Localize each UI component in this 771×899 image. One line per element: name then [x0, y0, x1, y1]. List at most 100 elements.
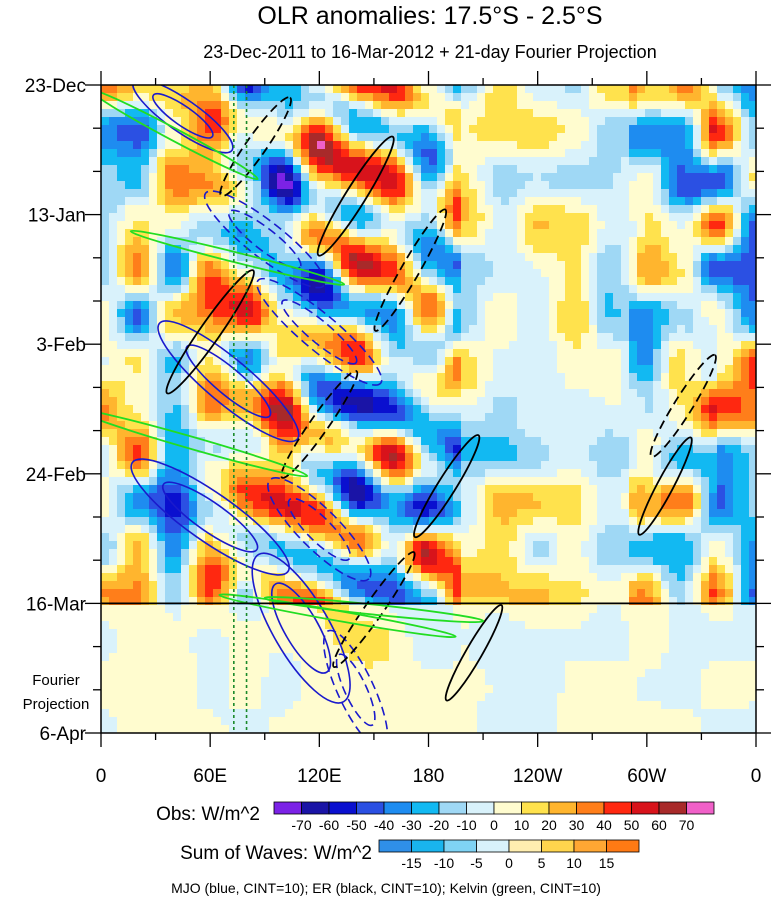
- heat-cell: [669, 405, 678, 414]
- heat-cell: [229, 181, 238, 190]
- heat-cell: [701, 341, 710, 350]
- heat-cell: [661, 509, 670, 518]
- heat-cell: [549, 357, 558, 366]
- heat-cell: [293, 565, 302, 574]
- heat-cell: [205, 317, 214, 326]
- heat-cell: [365, 221, 374, 230]
- heat-cell: [613, 565, 622, 574]
- heat-cell: [477, 381, 486, 390]
- heat-cell: [325, 405, 334, 414]
- heat-cell: [685, 429, 694, 438]
- heat-cell: [661, 341, 670, 350]
- heat-cell: [669, 557, 678, 566]
- heat-cell: [469, 469, 478, 478]
- heat-cell: [549, 445, 558, 454]
- heat-cell: [509, 493, 518, 502]
- heat-cell: [613, 173, 622, 182]
- heat-cell: [253, 477, 262, 486]
- heat-cell: [293, 125, 302, 134]
- heat-cell: [613, 341, 622, 350]
- heat-cell: [557, 269, 566, 278]
- heat-cell: [613, 557, 622, 566]
- heat-cell: [621, 101, 630, 110]
- heat-cell: [437, 157, 446, 166]
- heat-cell: [125, 325, 134, 334]
- heat-cell: [533, 173, 542, 182]
- heat-cell: [485, 133, 494, 142]
- heat-cell: [717, 157, 726, 166]
- heat-cell: [549, 397, 558, 406]
- heat-cell: [349, 277, 358, 286]
- heat-cell: [165, 173, 174, 182]
- heat-cell: [613, 509, 622, 518]
- heat-cell: [117, 101, 126, 110]
- heat-cell: [437, 189, 446, 198]
- heat-cell: [621, 293, 630, 302]
- heat-cell: [101, 389, 110, 398]
- heat-cell: [189, 125, 198, 134]
- heat-cell: [613, 445, 622, 454]
- heat-cell: [133, 277, 142, 286]
- heat-cell: [661, 445, 670, 454]
- heat-cell: [365, 197, 374, 206]
- heat-cell: [629, 357, 638, 366]
- heat-cell: [253, 109, 262, 118]
- heat-cell: [565, 509, 574, 518]
- heat-cell: [221, 501, 230, 510]
- heat-cell: [205, 341, 214, 350]
- heat-cell: [445, 309, 454, 318]
- heat-cell: [237, 533, 246, 542]
- heat-cell: [549, 461, 558, 470]
- heat-cell: [213, 469, 222, 478]
- heat-cell: [461, 141, 470, 150]
- heat-cell: [645, 101, 654, 110]
- heat-cell: [453, 165, 462, 174]
- heat-cell: [621, 365, 630, 374]
- heat-cell: [357, 357, 366, 366]
- heat-cell: [389, 125, 398, 134]
- heat-cell: [621, 157, 630, 166]
- heat-cell: [309, 213, 318, 222]
- heat-cell: [133, 389, 142, 398]
- heat-cell: [349, 493, 358, 502]
- heat-cell: [397, 317, 406, 326]
- heat-cell: [661, 277, 670, 286]
- heat-cell: [741, 485, 750, 494]
- heat-cell: [197, 517, 206, 526]
- heat-cell: [189, 357, 198, 366]
- heat-cell: [189, 213, 198, 222]
- heat-cell: [333, 157, 342, 166]
- heat-cell: [533, 157, 542, 166]
- heat-cell: [461, 197, 470, 206]
- heat-cell: [581, 541, 590, 550]
- heat-cell: [253, 429, 262, 438]
- heat-cell: [165, 165, 174, 174]
- heat-cell: [285, 141, 294, 150]
- heat-cell: [653, 141, 662, 150]
- heat-cell: [597, 421, 606, 430]
- heat-cell: [701, 317, 710, 326]
- heat-cell: [197, 397, 206, 406]
- heat-cell: [349, 349, 358, 358]
- heat-cell: [517, 157, 526, 166]
- heat-cell: [261, 509, 270, 518]
- heat-cell: [349, 325, 358, 334]
- heat-cell: [245, 421, 254, 430]
- heat-cell: [325, 93, 334, 102]
- heat-cell: [517, 165, 526, 174]
- heat-cell: [477, 445, 486, 454]
- heat-cell: [365, 349, 374, 358]
- heat-cell: [581, 181, 590, 190]
- heat-cell: [125, 293, 134, 302]
- heat-cell: [341, 141, 350, 150]
- heat-cell: [485, 173, 494, 182]
- heat-cell: [357, 173, 366, 182]
- heat-cell: [205, 245, 214, 254]
- heat-cell: [533, 189, 542, 198]
- heat-cell: [213, 157, 222, 166]
- heat-cell: [189, 197, 198, 206]
- heat-cell: [405, 293, 414, 302]
- heat-cell: [141, 117, 150, 126]
- heat-cell: [333, 429, 342, 438]
